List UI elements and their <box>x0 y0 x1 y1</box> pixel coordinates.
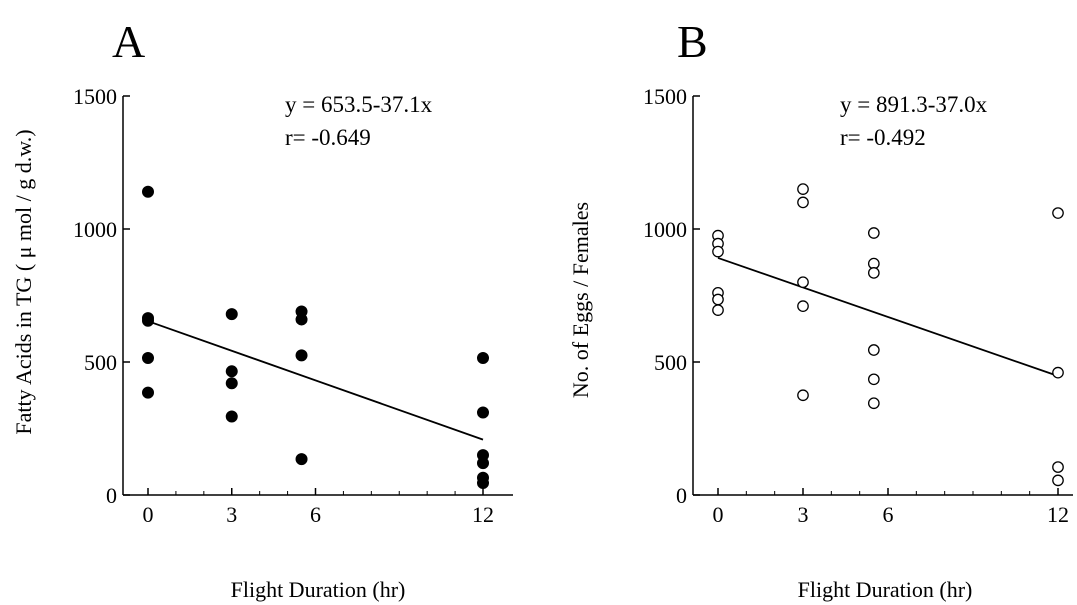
panel-a-data-point <box>142 352 154 365</box>
panel-b-x-tick-label: 0 <box>713 502 724 527</box>
panel-a-data-point <box>477 352 489 365</box>
panel-b-data-point <box>1052 461 1064 473</box>
panel-a-x-tick-label: 0 <box>143 502 154 527</box>
panel-b-x-tick-label: 3 <box>798 502 809 527</box>
panel-a-data-point <box>225 365 238 378</box>
panel-b-data-point <box>867 344 880 356</box>
panel-b-correlation: r= -0.492 <box>840 125 926 150</box>
panel-a-marks <box>142 185 489 490</box>
panel-a-data-point <box>142 185 154 198</box>
panel-b-label: B <box>677 16 708 67</box>
panel-b-marks <box>712 183 1064 487</box>
panel-b-data-point <box>867 373 880 386</box>
panel-b-data-point <box>1052 474 1064 487</box>
panel-b-data-point <box>1052 366 1064 379</box>
panel-a-data-point <box>225 410 238 423</box>
panel-a-y-tick-label: 1500 <box>73 84 117 109</box>
panel-a-correlation: r= -0.649 <box>285 125 371 150</box>
panel-a: A Fatty Acids in TG ( μ mol / g d.w.) Fl… <box>11 16 513 602</box>
panel-b-y-tick-label: 0 <box>676 483 687 508</box>
panel-a-data-point <box>142 386 154 399</box>
panel-a-ticks: 0 500 1000 1500 0 3 6 12 <box>73 84 494 527</box>
panel-b-data-point <box>867 267 880 279</box>
panel-b-x-tick-label: 12 <box>1047 502 1069 527</box>
panel-a-regression-equation: y = 653.5-37.1x <box>285 92 433 117</box>
panel-a-data-point <box>295 453 308 466</box>
panel-a-label: A <box>112 16 145 67</box>
panel-b: B No. of Eggs / Females Flight Duration … <box>568 16 1073 602</box>
panel-b-data-point <box>1052 207 1064 219</box>
panel-b-y-tick-label: 500 <box>654 350 687 375</box>
panel-a-data-point <box>477 457 489 470</box>
panel-a-y-tick-label: 1000 <box>73 217 117 242</box>
panel-a-data-point <box>295 349 308 362</box>
panel-b-data-point <box>797 389 809 402</box>
panel-b-y-tick-label: 1000 <box>643 217 687 242</box>
panel-b-x-tick-label: 6 <box>883 502 894 527</box>
panel-b-data-point <box>797 183 809 195</box>
panel-a-data-point <box>295 313 308 326</box>
panel-a-x-tick-label: 12 <box>472 502 494 527</box>
panel-a-data-point <box>225 308 238 321</box>
panel-b-data-point <box>797 196 809 209</box>
panel-a-x-axis: Flight Duration (hr) <box>123 494 513 602</box>
panel-a-data-point <box>225 377 238 390</box>
panel-b-regression-line <box>717 257 1059 377</box>
panel-b-data-point <box>712 293 724 306</box>
panel-a-data-point <box>477 406 489 419</box>
panel-a-y-axis-title: Fatty Acids in TG ( μ mol / g d.w.) <box>11 129 36 434</box>
panel-b-data-point <box>712 245 724 258</box>
panel-b-data-point <box>797 276 809 289</box>
panel-b-data-point <box>867 227 880 239</box>
panel-a-regression-line <box>147 320 484 441</box>
panel-b-regression-equation: y = 891.3-37.0x <box>840 92 988 117</box>
panel-a-x-tick-label: 6 <box>310 502 321 527</box>
panel-b-y-axis: No. of Eggs / Females <box>568 96 694 495</box>
panel-b-ticks: 0 500 1000 1500 0 3 6 12 <box>643 84 1069 527</box>
panel-a-data-point <box>142 314 154 327</box>
panel-b-y-tick-label: 1500 <box>643 84 687 109</box>
panel-b-data-point <box>712 304 724 316</box>
panel-b-data-point <box>867 397 880 410</box>
panel-b-y-axis-title: No. of Eggs / Females <box>568 202 593 398</box>
panel-a-data-point <box>477 477 489 490</box>
panel-a-x-tick-label: 3 <box>226 502 237 527</box>
panel-b-data-point <box>797 300 809 312</box>
panel-a-y-tick-label: 500 <box>84 350 117 375</box>
panel-a-y-axis: Fatty Acids in TG ( μ mol / g d.w.) <box>11 96 124 495</box>
panel-a-y-tick-label: 0 <box>106 483 117 508</box>
panel-b-x-axis-title: Flight Duration (hr) <box>798 577 973 602</box>
panel-a-x-axis-title: Flight Duration (hr) <box>231 577 406 602</box>
panel-b-x-axis: Flight Duration (hr) <box>693 494 1073 602</box>
